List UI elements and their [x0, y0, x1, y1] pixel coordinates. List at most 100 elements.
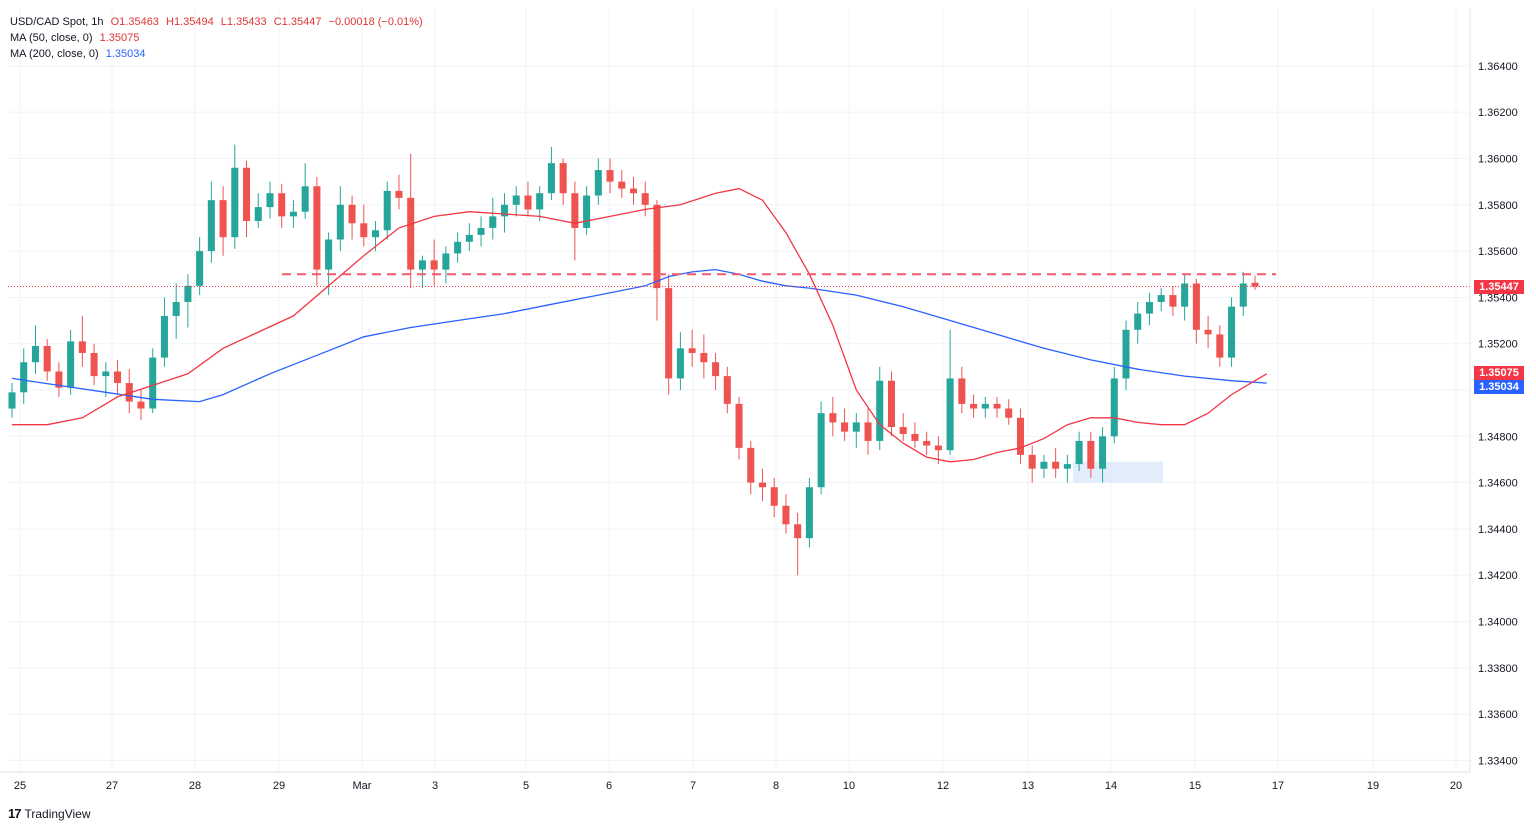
- candle: [430, 239, 438, 286]
- candle-body: [747, 447, 755, 483]
- candle-body: [1110, 378, 1118, 437]
- candle-body: [395, 190, 403, 198]
- candle: [31, 325, 39, 374]
- candle-body: [641, 193, 649, 205]
- candle-body: [571, 193, 579, 228]
- time-tick-label: 7: [690, 780, 696, 792]
- candle-body: [114, 371, 122, 384]
- candle-body: [289, 211, 297, 217]
- ma50-value: 1.35075: [99, 32, 140, 44]
- candle: [207, 181, 215, 263]
- candle-body: [958, 378, 966, 404]
- candle-body: [1251, 282, 1259, 287]
- brand-name: TradingView: [24, 806, 91, 821]
- time-axis[interactable]: 25 27 28 29 Mar 3 5 6 7 8 10 12 13 14 15 17 19 20: [14, 780, 1462, 792]
- candle: [313, 177, 321, 286]
- time-tick-label: 14: [1105, 780, 1117, 792]
- candle-body: [430, 260, 438, 270]
- candle: [1157, 288, 1165, 312]
- candle-body: [1087, 440, 1095, 469]
- candle: [196, 237, 204, 296]
- candle: [1028, 445, 1036, 483]
- candle-body: [43, 346, 51, 372]
- candle-body: [805, 487, 813, 539]
- candle: [852, 413, 860, 448]
- candle-body: [31, 346, 39, 363]
- candle: [1239, 271, 1247, 316]
- candle: [1005, 399, 1013, 425]
- candle-body: [137, 401, 145, 409]
- candle: [547, 146, 555, 201]
- price-tick-label: 1.34000: [1478, 617, 1518, 629]
- candle-body: [782, 505, 790, 525]
- candle-body: [841, 422, 849, 432]
- candle-body: [712, 362, 720, 377]
- candle-body: [583, 195, 591, 228]
- candle-body: [794, 524, 802, 539]
- candle-body: [981, 403, 989, 409]
- candle-body: [559, 163, 567, 194]
- candle: [571, 181, 579, 261]
- candle-body: [852, 422, 860, 432]
- candle-body: [1204, 329, 1212, 335]
- candle-body: [372, 230, 380, 238]
- candle-body: [219, 200, 227, 238]
- candle-body: [1216, 334, 1224, 358]
- candle: [794, 512, 802, 576]
- candle: [735, 396, 743, 460]
- candle-body: [700, 352, 708, 363]
- candle: [1216, 325, 1224, 367]
- ma50-line: [12, 187, 1268, 463]
- time-tick-label: 12: [937, 780, 949, 792]
- candle-body: [723, 376, 731, 404]
- candle: [712, 352, 720, 390]
- ma200-legend-row[interactable]: MA (200, close, 0) 1.35034: [10, 46, 427, 62]
- candle-body: [196, 251, 204, 286]
- time-tick-label: 6: [606, 780, 612, 792]
- price-tick-label: 1.33400: [1478, 755, 1518, 767]
- candle: [911, 422, 919, 448]
- candle-body: [770, 487, 778, 506]
- candle: [653, 200, 661, 321]
- candle: [1204, 315, 1212, 349]
- price-tick-label: 1.34200: [1478, 570, 1518, 582]
- candle: [805, 477, 813, 548]
- candle: [887, 371, 895, 437]
- ma200-line: [11, 268, 1267, 403]
- candle-body: [78, 341, 86, 353]
- candle: [1063, 454, 1071, 483]
- candle: [160, 297, 168, 367]
- candle-body: [1145, 302, 1153, 314]
- candle-body: [512, 195, 520, 205]
- candle-body: [301, 186, 309, 212]
- candle-body: [899, 427, 907, 434]
- candle-body: [325, 239, 333, 270]
- time-tick-label: 25: [14, 780, 26, 792]
- candle-body: [20, 362, 28, 393]
- time-tick-label: 27: [106, 780, 118, 792]
- candle-body: [254, 207, 262, 221]
- candle: [114, 359, 122, 395]
- candle: [500, 193, 509, 233]
- candle: [172, 283, 180, 340]
- candle: [102, 362, 110, 397]
- candle: [43, 339, 51, 381]
- candle-body: [1005, 408, 1013, 418]
- tradingview-logo[interactable]: 17 TradingView: [8, 806, 91, 821]
- time-tick-label: 19: [1367, 780, 1379, 792]
- candle: [641, 181, 649, 217]
- candle-body: [665, 288, 673, 379]
- price-axis[interactable]: 1.33400 1.33600 1.33800 1.34000 1.34200 1.344…: [1478, 61, 1518, 768]
- candle: [55, 362, 63, 397]
- close-value: C1.35447: [273, 16, 322, 28]
- low-value: L1.35433: [220, 16, 267, 28]
- symbol-label[interactable]: USD/CAD Spot, 1h: [10, 16, 104, 28]
- candle: [981, 396, 989, 418]
- time-tick-label: 10: [843, 780, 855, 792]
- candle-body: [653, 204, 661, 289]
- candle: [278, 183, 286, 228]
- ma50-legend-row[interactable]: MA (50, close, 0) 1.35075: [10, 30, 427, 46]
- candle-body: [1122, 329, 1130, 379]
- candle: [899, 413, 907, 441]
